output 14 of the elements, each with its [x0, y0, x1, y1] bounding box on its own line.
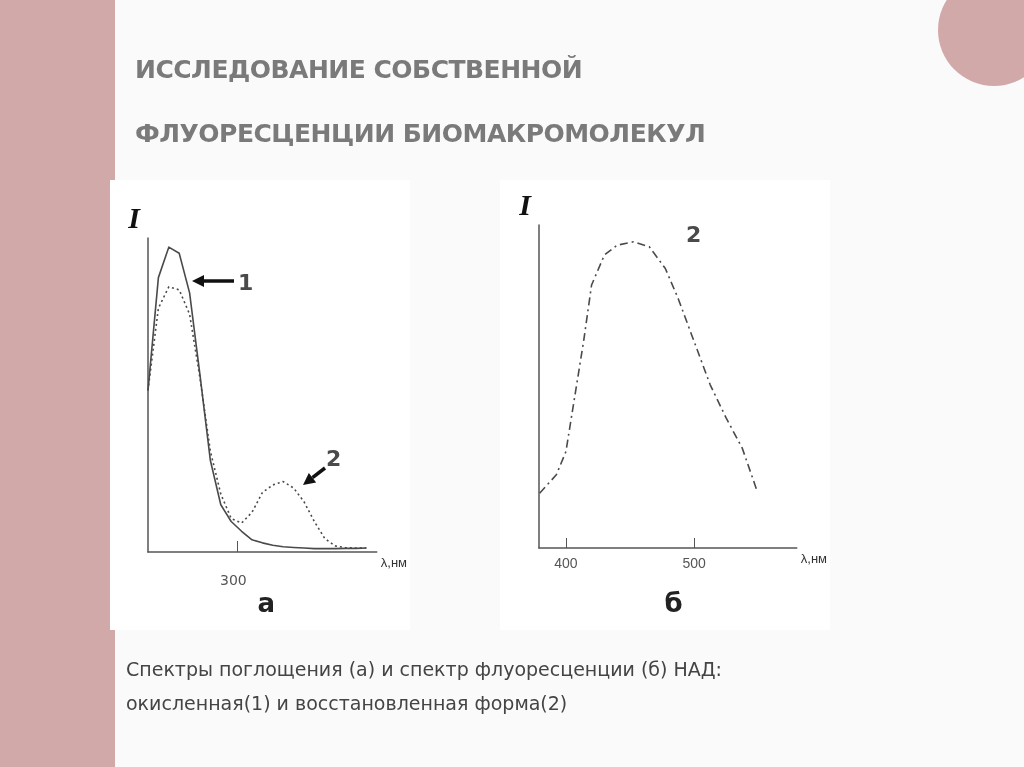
- text: 1: [238, 270, 254, 295]
- text: б: [664, 588, 683, 618]
- x-tick-label: 500: [682, 555, 707, 571]
- text: Спектры поглощения (а) и спектр флуоресценции (б) НАД: окисленная(1) и восстановленная форма(2): [126, 657, 724, 716]
- series-label: 2: [686, 222, 702, 247]
- text: 300: [220, 572, 247, 588]
- x-tick-label: 400: [554, 555, 578, 571]
- x-axis-title: λ,нм: [380, 555, 408, 570]
- chart-title: ИССЛЕДОВАНИЕ СОБСТВЕННОЙ ФЛУОРЕСЦЕНЦИИ БИОМАКРОМОЛЕКУЛ: [135, 55, 706, 148]
- y-axis-title: I: [518, 187, 533, 221]
- text: а: [257, 588, 276, 618]
- series-label: 2: [326, 446, 342, 471]
- y-axis-title: I: [127, 200, 142, 234]
- x-axis-title: λ,нм: [800, 551, 828, 566]
